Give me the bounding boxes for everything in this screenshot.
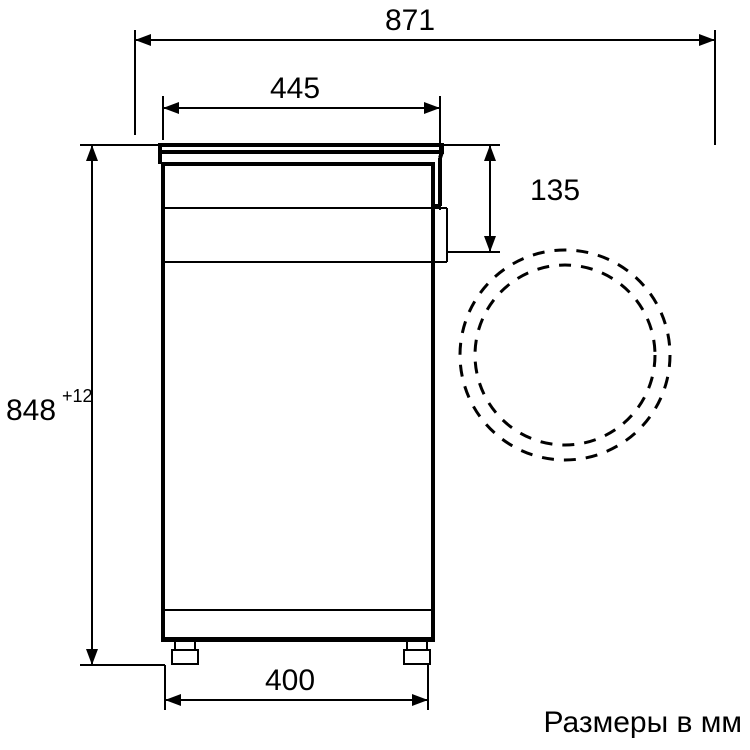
dim-135: 135 [530,174,580,207]
units-caption: Размеры в мм [543,706,742,739]
dim-848-tol: +12 [62,386,93,406]
foot-base [404,650,430,664]
dim-445: 445 [270,72,320,105]
kick-plate [163,610,433,638]
dim-848: 848 [6,394,56,427]
foot-base [172,650,198,664]
door-swing-inner [475,265,655,445]
dim-871: 871 [385,4,435,37]
appliance-body [163,164,433,640]
door-swing-outer [460,250,670,460]
dim-400: 400 [265,664,315,697]
top-plate [160,145,442,152]
technical-drawing: 871 445 135 400 848 +12 Размеры в мм [0,0,750,750]
